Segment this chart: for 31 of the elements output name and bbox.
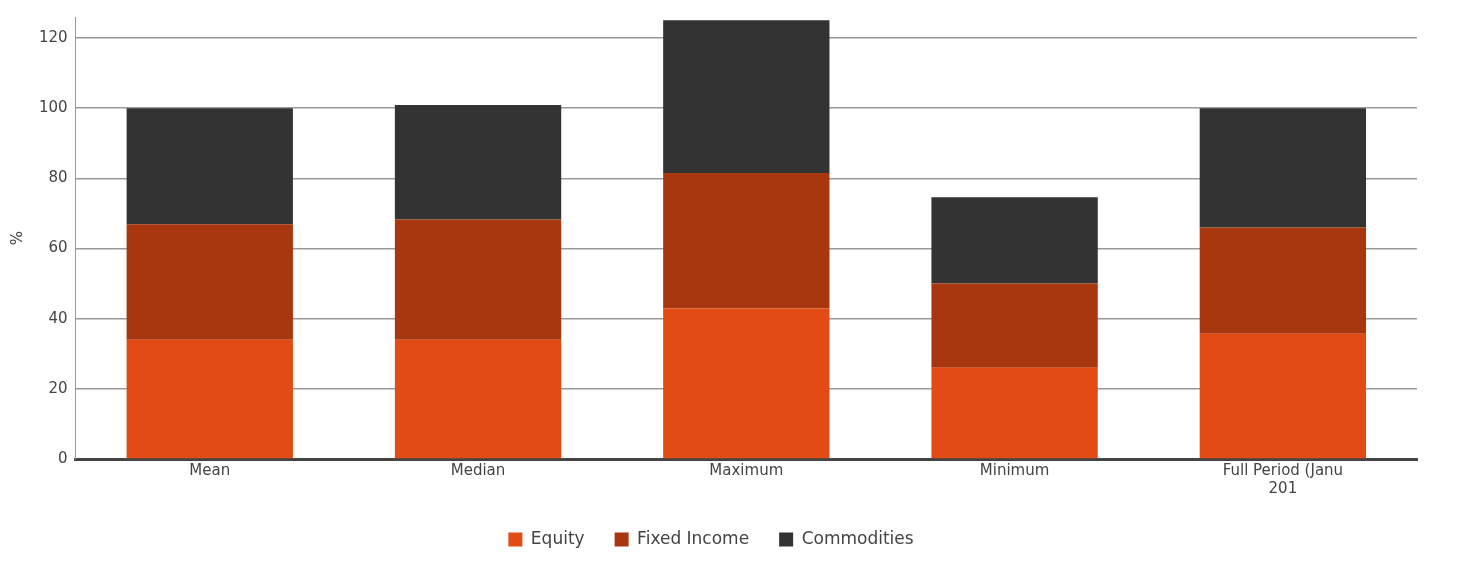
bar	[394, 219, 562, 340]
bar	[394, 105, 562, 220]
bar	[931, 283, 1098, 368]
bar	[126, 339, 293, 459]
x-tick-label: Full Period (Janu 201	[1222, 460, 1344, 497]
y-tick-label: 20	[48, 378, 68, 397]
y-tick-label: 80	[48, 168, 68, 187]
bar	[1199, 227, 1367, 334]
x-tick-label: Minimum	[979, 460, 1050, 479]
bar	[126, 108, 293, 225]
bar	[931, 367, 1098, 459]
bar	[663, 20, 830, 174]
y-tick-label: 0	[58, 448, 68, 467]
y-tick-label: 40	[48, 308, 68, 327]
y-axis-title: %	[7, 230, 26, 246]
bar	[931, 197, 1098, 284]
x-tick-label: Maximum	[709, 460, 784, 479]
bar	[126, 224, 293, 340]
y-tick-label: 120	[38, 27, 68, 46]
x-tick-label: Median	[450, 460, 506, 479]
y-tick-label: 100	[38, 98, 68, 117]
bar	[663, 308, 830, 459]
bar	[1199, 108, 1367, 228]
legend-label: Fixed Income	[637, 527, 750, 548]
bar	[663, 173, 830, 309]
bar	[1199, 333, 1367, 459]
x-tick-label: Mean	[189, 460, 231, 479]
legend-label: Commodities	[801, 527, 914, 548]
y-tick-label: 60	[48, 238, 68, 257]
legend-label: Equity	[530, 527, 585, 548]
bar	[394, 339, 562, 459]
